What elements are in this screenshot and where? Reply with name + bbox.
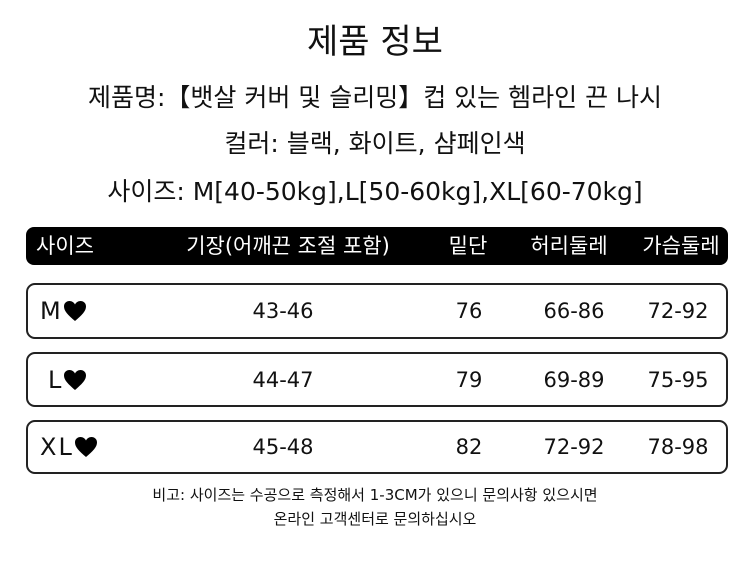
header-cell: 사이즈 bbox=[36, 234, 94, 258]
heart-icon bbox=[63, 301, 86, 321]
heart-icon bbox=[64, 369, 87, 390]
note-line: 온라인 고객센터로 문의하십시오 bbox=[273, 510, 477, 528]
table-cell: 82 bbox=[455, 435, 483, 459]
size-label: XL bbox=[40, 433, 98, 461]
size-text: M bbox=[40, 297, 63, 325]
heart bbox=[63, 301, 86, 321]
table-cell: 75-95 bbox=[647, 367, 709, 392]
size-text: L bbox=[48, 365, 64, 394]
table-cell: 45-48 bbox=[252, 435, 314, 459]
table-cell: 66-86 bbox=[543, 299, 605, 323]
table-cell: 69-89 bbox=[543, 367, 605, 392]
table-row: M 43-46 76 66-86 72-92 bbox=[26, 283, 728, 339]
heart bbox=[64, 369, 87, 390]
table-cell: 78-98 bbox=[647, 435, 709, 459]
table-row: XL 45-48 82 72-92 78-98 bbox=[26, 420, 728, 474]
table-cell: 72-92 bbox=[647, 299, 709, 323]
note-line: 비고: 사이즈는 수공으로 측정해서 1-3CM가 있으니 문의사항 있으시면 bbox=[152, 486, 598, 504]
table-cell: 79 bbox=[455, 367, 483, 392]
header-cell: 가슴둘레 bbox=[642, 234, 720, 258]
table-row: L 44-47 79 69-89 75-95 bbox=[26, 352, 728, 407]
table-cell: 72-92 bbox=[543, 435, 605, 459]
table-cell: 43-46 bbox=[252, 299, 314, 323]
header-cell: 허리둘레 bbox=[530, 234, 608, 258]
size-label: L bbox=[48, 366, 87, 394]
color-info: 컬러: 블랙, 화이트, 샴페인색 bbox=[224, 129, 526, 158]
table-header: 사이즈 기장(어깨끈 조절 포함) 밑단 허리둘레 가슴둘레 bbox=[26, 227, 728, 265]
table-cell: 76 bbox=[455, 299, 483, 323]
header-cell: 기장(어깨끈 조절 포함) bbox=[186, 234, 390, 258]
product-name: 제품명:【뱃살 커버 및 슬리밍】컵 있는 헴라인 끈 나시 bbox=[87, 83, 663, 112]
heart-icon bbox=[74, 437, 97, 457]
size-info: 사이즈: M[40-50kg],L[50-60kg],XL[60-70kg] bbox=[107, 177, 643, 206]
table-cell: 44-47 bbox=[252, 367, 314, 392]
heart bbox=[74, 437, 97, 457]
size-label: M bbox=[40, 297, 87, 325]
title: 제품 정보 bbox=[307, 22, 443, 62]
header-cell: 밑단 bbox=[448, 234, 488, 258]
size-text: XL bbox=[40, 433, 74, 461]
